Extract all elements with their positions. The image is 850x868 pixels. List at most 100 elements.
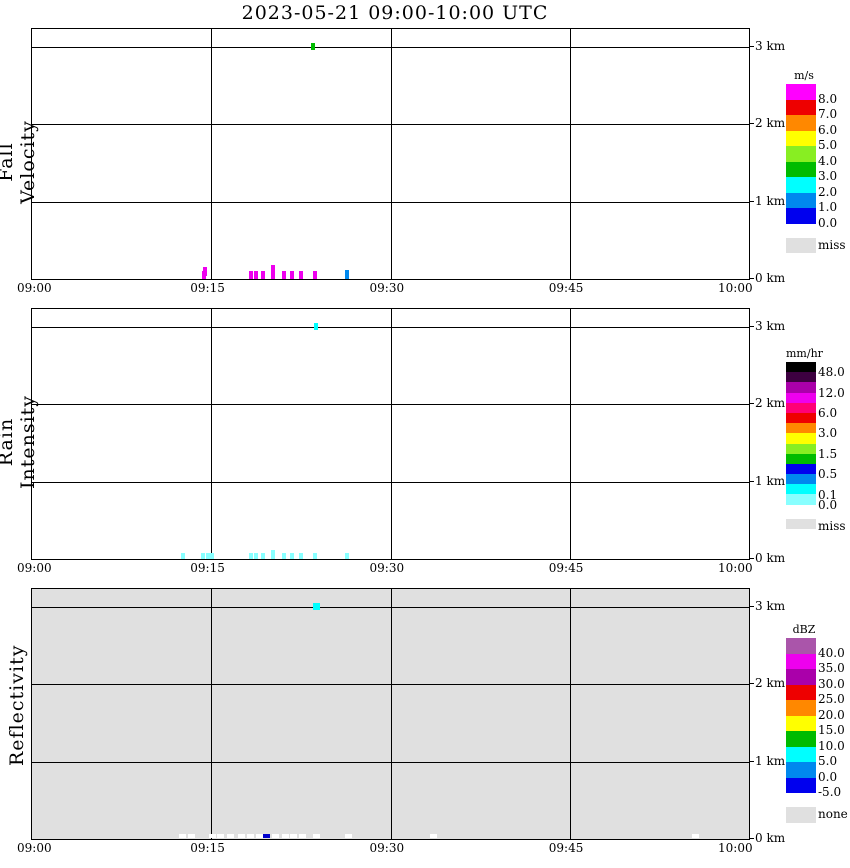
data-cell — [299, 271, 303, 279]
y-tick-label: 1 km — [755, 753, 786, 768]
x-tick-label: 09:45 — [548, 561, 584, 575]
x-tick-label: 09:15 — [190, 561, 225, 575]
data-cell — [290, 834, 297, 838]
data-cell — [311, 43, 315, 50]
x-tick-label: 09:15 — [190, 841, 225, 855]
colorbar-band — [786, 762, 816, 778]
data-cell — [345, 834, 352, 838]
gridline-h-3km — [32, 607, 749, 608]
colorbar-band — [786, 777, 816, 793]
data-cell — [313, 834, 320, 838]
colorbar-units-label: mm/hr — [786, 347, 823, 360]
x-tick-label: 09:00 — [17, 561, 52, 575]
x-tick-label: 09:15 — [190, 281, 225, 295]
data-cell — [206, 553, 210, 559]
colorbar-tick-label: 2.0 — [818, 184, 838, 199]
x-tick-label: 09:30 — [369, 841, 405, 855]
colorbar-tick-label: 20.0 — [818, 707, 845, 722]
data-cell — [290, 553, 294, 559]
colorbar-band — [786, 392, 816, 403]
colorbar-missing-label: none — [818, 807, 848, 821]
data-cell — [179, 834, 186, 838]
data-cell — [254, 271, 258, 279]
page-title: 2023-05-21 09:00-10:00 UTC — [241, 2, 549, 24]
colorbar-band — [786, 382, 816, 393]
data-cell — [282, 553, 286, 559]
gridline-h-2km — [32, 684, 749, 685]
gridline-v — [391, 309, 392, 559]
colorbar-tick-label: 12.0 — [818, 385, 845, 400]
panel-fall-velocity-title: Fall Velocity — [0, 120, 39, 204]
data-cell — [238, 834, 245, 838]
data-cell — [188, 834, 195, 838]
data-cell — [209, 834, 216, 838]
colorbar-band — [786, 453, 816, 464]
data-cell — [203, 267, 207, 276]
gridline-h-1km — [32, 482, 749, 483]
colorbar-band — [786, 484, 816, 495]
data-cell — [271, 265, 275, 274]
colorbar-tick-label: 10.0 — [818, 738, 845, 753]
data-cell — [282, 834, 289, 838]
colorbar-band — [786, 731, 816, 747]
colorbar-tick-label: 5.0 — [818, 754, 838, 768]
data-cell — [299, 553, 303, 559]
x-tick-label: 09:30 — [369, 561, 405, 575]
colorbar-tick-label: 1.0 — [818, 200, 838, 214]
data-cell — [254, 553, 258, 559]
data-cell — [201, 553, 205, 559]
x-tick-label: 10:00 — [718, 841, 753, 855]
x-tick-label: 10:00 — [718, 561, 753, 575]
colorbar-band — [786, 463, 816, 475]
gridline-h-3km — [32, 47, 749, 48]
data-cell — [271, 271, 275, 279]
x-tick-label: 09:00 — [17, 841, 52, 855]
colorbar-tick-label: 1.5 — [818, 446, 838, 461]
colorbar-tick-label: 6.0 — [818, 122, 838, 137]
colorbar-tick-label: 0.0 — [818, 769, 838, 784]
colorbar-tick-label: 0.0 — [818, 497, 838, 512]
y-tick-mark — [749, 761, 754, 762]
y-tick-label: 1 km — [755, 473, 786, 488]
gridline-v — [211, 29, 212, 279]
colorbar-tick-label: 48.0 — [818, 365, 845, 380]
gridline-v — [391, 29, 392, 279]
y-tick-label: 1 km — [755, 193, 786, 208]
y-tick-label: 0 km — [755, 551, 786, 565]
colorbar-band — [786, 161, 816, 177]
y-tick-mark — [749, 278, 754, 279]
colorbar-band — [786, 412, 816, 424]
colorbar-tick-label: 40.0 — [818, 645, 845, 660]
colorbar-units-label: dBZ — [792, 623, 816, 636]
colorbar-band — [786, 99, 816, 115]
gridline-v — [570, 309, 571, 559]
data-cell — [261, 553, 265, 559]
colorbar-tick-label: 6.0 — [818, 406, 838, 420]
data-cell — [227, 834, 234, 838]
colorbar-band — [786, 177, 816, 193]
colorbar-tick-label: 3.0 — [818, 169, 838, 183]
panel-reflectivity — [31, 588, 750, 840]
x-tick-label: 09:30 — [369, 281, 405, 295]
y-tick-mark — [749, 123, 754, 124]
colorbar-tick-label: 7.0 — [818, 107, 838, 121]
gridline-h-1km — [32, 762, 749, 763]
colorbar-tick-label: 0.1 — [818, 487, 838, 502]
y-tick-label: 3 km — [755, 38, 786, 53]
colorbar-band — [786, 423, 816, 434]
data-cell — [345, 553, 349, 559]
data-cell — [282, 271, 286, 279]
gridline-v — [211, 309, 212, 559]
data-cell — [249, 271, 253, 279]
data-cell — [345, 270, 349, 279]
colorbar-band — [786, 130, 816, 146]
data-cell — [299, 834, 306, 838]
colorbar-tick-label: 15.0 — [818, 723, 845, 737]
gridline-h-3km — [32, 327, 749, 328]
colorbar-band — [786, 115, 816, 131]
colorbar-tick-label: 5.0 — [818, 138, 838, 152]
colorbar-tick-label: 25.0 — [818, 692, 845, 706]
y-tick-label: 2 km — [755, 116, 786, 131]
y-tick-mark — [749, 838, 754, 839]
y-tick-mark — [749, 558, 754, 559]
